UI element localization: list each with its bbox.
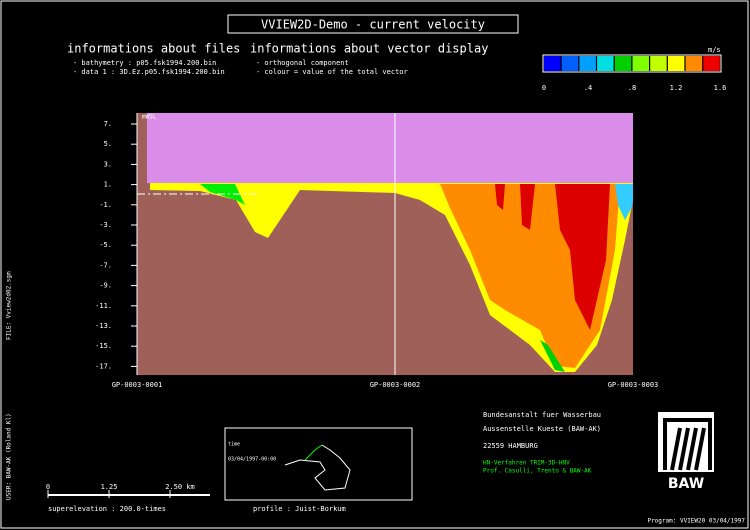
y-tick-label: -1. (99, 201, 112, 209)
station-label: GP-0003-0002 (370, 381, 421, 389)
color-label: 1.2 (670, 84, 683, 92)
color-scale (542, 54, 722, 73)
model-line: Prof. Casulli, Trento & BAW-AK (483, 468, 592, 475)
color-swatch (667, 56, 685, 71)
y-tick-label: 3. (104, 160, 112, 168)
color-swatch (579, 56, 596, 71)
color-swatch (544, 56, 561, 71)
scale-label: 2.50 km (165, 483, 195, 491)
color-swatch (685, 56, 703, 71)
user-name: USER: BAW-AK (Roland Kl) (6, 413, 13, 500)
color-label: 0 (542, 84, 546, 92)
color-unit: m/s (708, 46, 721, 54)
baw-logo (658, 412, 714, 472)
y-tick-label: 5. (104, 140, 112, 148)
file-name: FILE: Vview2d02.sgm (6, 271, 13, 340)
files-line: - data 1 : 3D.Ez.p05.fsk1994.200.bin (73, 68, 225, 76)
y-tick-label: -17. (95, 362, 112, 370)
y-tick-label: -9. (99, 282, 112, 290)
vectors-line: - colour = value of the total vector (256, 68, 408, 76)
station-label: GP-0003-0001 (112, 381, 163, 389)
institute-line: Aussenstelle Kueste (BAW-AK) (483, 425, 601, 433)
map-time-label: time (228, 442, 240, 448)
title: VVIEW2D-Demo - current velocity (261, 18, 485, 32)
color-swatch (597, 56, 614, 71)
surface-label: mWSL (142, 114, 157, 121)
color-swatch (703, 56, 720, 71)
color-swatch (614, 56, 632, 71)
program-info: Program: VVIEW20 03/04/1997 (647, 518, 745, 525)
y-tick-label: -3. (99, 221, 112, 229)
location-map (224, 427, 413, 501)
files-heading: informations about files (67, 42, 240, 56)
color-swatch (650, 56, 667, 71)
logo-text: BAW (668, 476, 704, 492)
station-label: GP-0003-0003 (608, 381, 659, 389)
y-tick-label: 1. (104, 181, 112, 189)
title-box (227, 14, 519, 34)
scale-label: 0 (46, 483, 50, 491)
map-time: 03/04/1997-00:00 (228, 457, 276, 463)
y-axis: 7. 5. 3. 1. -1. -3. -5. -7. -9. -11. -13. -15. -17. (95, 120, 137, 370)
vectors-heading: informations about vector display (250, 42, 488, 56)
color-swatch (561, 56, 579, 71)
y-tick-label: -7. (99, 261, 112, 269)
institute-line: 22559 HAMBURG (483, 442, 538, 450)
color-swatch (632, 56, 649, 71)
institute-line: Bundesanstalt fuer Wasserbau (483, 411, 601, 419)
y-tick-label: 7. (104, 120, 112, 128)
profile-name: profile : Juist-Borkum (253, 505, 346, 513)
color-label: 1.6 (714, 84, 727, 92)
files-line: - bathymetry : p05.fsk1994.200.bin (73, 59, 216, 67)
vectors-line: - orthogonal component (256, 59, 349, 67)
color-label: .4 (584, 84, 592, 92)
superelevation: superelevation : 200.0-times (48, 505, 166, 513)
color-label: .8 (628, 84, 636, 92)
scale-bar (47, 490, 210, 498)
y-tick-label: -11. (95, 302, 112, 310)
y-tick-label: -13. (95, 322, 112, 330)
model-line: HN-Verfahren TRIM-3D-HNV (483, 460, 570, 467)
y-tick-label: -5. (99, 241, 112, 249)
y-tick-label: -15. (95, 342, 112, 350)
scale-label: 1.25 (101, 483, 118, 491)
profile-plot (136, 113, 633, 375)
